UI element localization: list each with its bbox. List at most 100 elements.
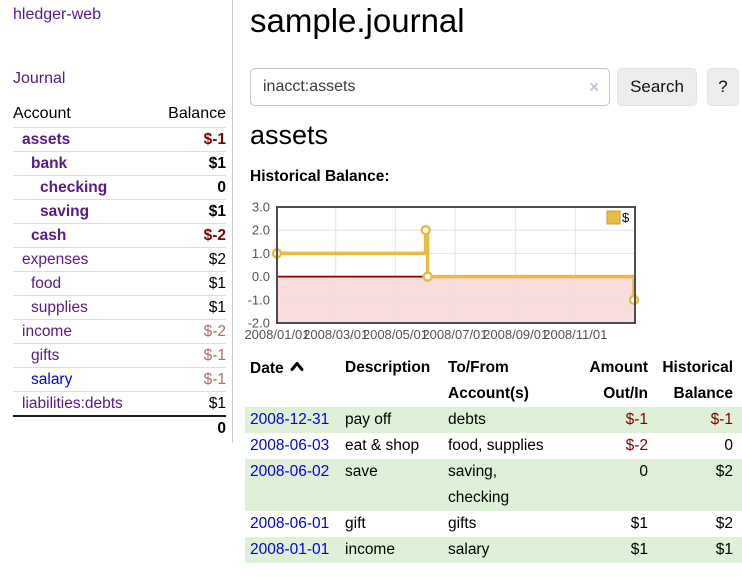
register-description: eat & shop — [345, 437, 420, 454]
register-date-cell: 2008-01-01 — [245, 537, 345, 563]
register-row: 2008-06-01 gift gifts $1 $2 — [245, 511, 742, 537]
transaction-date-link[interactable]: 2008-06-03 — [250, 437, 330, 454]
accounts-total-spacer — [13, 415, 153, 440]
register-accounts: salary — [448, 541, 490, 558]
account-balance: 0 — [152, 175, 226, 200]
register-amount: $1 — [630, 541, 648, 558]
account-row: salary $-1 — [13, 367, 226, 392]
account-name-cell: bank — [13, 151, 153, 176]
page-title: sample.journal — [250, 2, 465, 39]
register-description: save — [345, 463, 378, 480]
chart-title: Historical Balance: — [250, 168, 390, 185]
account-link-expenses[interactable]: expenses — [22, 251, 89, 268]
account-link-food[interactable]: food — [31, 275, 62, 292]
account-name-cell: checking — [13, 175, 153, 200]
account-link-gifts[interactable]: gifts — [31, 347, 60, 364]
register-accounts: food, supplies — [448, 437, 544, 454]
account-row: checking 0 — [13, 175, 226, 200]
account-row: cash $-2 — [13, 223, 226, 248]
svg-text:2008/09/01: 2008/09/01 — [483, 327, 548, 342]
clear-search-icon[interactable]: × — [589, 77, 599, 97]
account-balance: $1 — [152, 271, 226, 296]
account-name-cell: expenses — [13, 247, 153, 272]
sidebar-item-journal[interactable]: Journal — [13, 70, 66, 87]
accounts-total-row: 0 — [13, 415, 226, 440]
register-description: income — [345, 541, 395, 558]
accounts-header-balance: Balance — [152, 103, 226, 128]
account-link-salary[interactable]: salary — [31, 371, 73, 388]
svg-text:1.0: 1.0 — [252, 246, 270, 261]
register-accounts: debts — [448, 411, 486, 428]
account-link-checking[interactable]: checking — [40, 179, 108, 196]
accounts-total-value: 0 — [152, 415, 226, 440]
register-amount: 0 — [639, 463, 648, 480]
account-balance: $1 — [152, 151, 226, 176]
accounts-table: Account Balance assets $-1 bank $1 checking 0… — [13, 103, 226, 440]
account-link-assets[interactable]: assets — [22, 131, 71, 148]
account-name-cell: assets — [13, 127, 153, 152]
register-header-date[interactable]: Date — [245, 355, 345, 407]
register-row: 2008-01-01 income salary $1 $1 — [245, 537, 742, 563]
account-link-supplies[interactable]: supplies — [31, 299, 88, 316]
help-button[interactable]: ? — [707, 68, 739, 106]
account-link-cash[interactable]: cash — [31, 227, 67, 244]
account-balance: $-2 — [152, 319, 226, 344]
transaction-date-link[interactable]: 2008-12-31 — [250, 411, 330, 428]
register-balance: $1 — [715, 541, 733, 558]
account-page-title: assets — [250, 120, 329, 150]
search-form: × Search ? — [250, 68, 739, 106]
register-description: pay off — [345, 411, 392, 428]
svg-text:2.0: 2.0 — [252, 223, 270, 238]
transaction-date-link[interactable]: 2008-06-01 — [250, 515, 330, 532]
register-row: 2008-12-31 pay off debts $-1 $-1 — [245, 407, 742, 433]
register-row: 2008-06-03 eat & shop food, supplies $-2 0 — [245, 433, 742, 459]
app-title-link[interactable]: hledger-web — [13, 6, 102, 23]
account-name-cell: income — [13, 319, 153, 344]
account-row: supplies $1 — [13, 295, 226, 320]
account-row: income $-2 — [13, 319, 226, 344]
search-button[interactable]: Search — [617, 68, 697, 106]
register-header-row: Date Description To/From Account(s) Amou… — [245, 355, 742, 407]
register-balance: $2 — [715, 515, 733, 532]
svg-text:-1.0: -1.0 — [248, 292, 270, 307]
account-row: bank $1 — [13, 151, 226, 176]
account-balance: $1 — [152, 199, 226, 224]
register-balance: 0 — [724, 437, 733, 454]
chart-data-point — [422, 271, 433, 282]
register-description: gift — [345, 515, 366, 532]
register-header-amount: Amount Out/In — [589, 359, 648, 402]
account-name-cell: saving — [13, 199, 153, 224]
transaction-date-link[interactable]: 2008-06-02 — [250, 463, 330, 480]
account-balance: $-1 — [152, 367, 226, 392]
historical-balance-chart[interactable]: 3.0 2.0 1.0 0.0 -1.0 -2.0 2008/01/01 2008/03/01… — [240, 200, 640, 347]
sidebar: hledger-web Journal Account Balance asse… — [0, 0, 233, 443]
account-balance: $1 — [152, 295, 226, 320]
account-balance: $1 — [152, 391, 226, 417]
search-input[interactable] — [250, 68, 610, 106]
main-content: sample.journal × Search ? assets Histori… — [244, 0, 742, 582]
search-box: × — [250, 68, 610, 106]
svg-text:2008/05/01: 2008/05/01 — [363, 327, 428, 342]
svg-text:2008/07/01: 2008/07/01 — [422, 327, 487, 342]
register-header-account: To/From Account(s) — [448, 359, 529, 402]
account-balance: $-1 — [152, 343, 226, 368]
account-name-cell: gifts — [13, 343, 153, 368]
account-row: assets $-1 — [13, 127, 226, 152]
account-name-cell: supplies — [13, 295, 153, 320]
transaction-date-link[interactable]: 2008-01-01 — [250, 541, 330, 558]
account-link-income[interactable]: income — [22, 323, 72, 340]
svg-text:0.0: 0.0 — [252, 269, 270, 284]
account-link-saving[interactable]: saving — [40, 203, 90, 220]
register-accounts: saving, checking — [448, 463, 510, 506]
account-name-cell: liabilities:debts — [13, 391, 153, 417]
account-row: expenses $2 — [13, 247, 226, 272]
account-link-liabilities-debts[interactable]: liabilities:debts — [22, 395, 123, 412]
chart-border — [276, 206, 636, 324]
chart-data-point — [420, 224, 431, 236]
legend-swatch — [606, 210, 621, 225]
account-link-bank[interactable]: bank — [31, 155, 68, 172]
register-header-balance: Historical Balance — [662, 359, 733, 402]
account-balance: $-1 — [152, 127, 226, 152]
register-date-cell: 2008-06-02 — [245, 459, 345, 511]
account-row: food $1 — [13, 271, 226, 296]
